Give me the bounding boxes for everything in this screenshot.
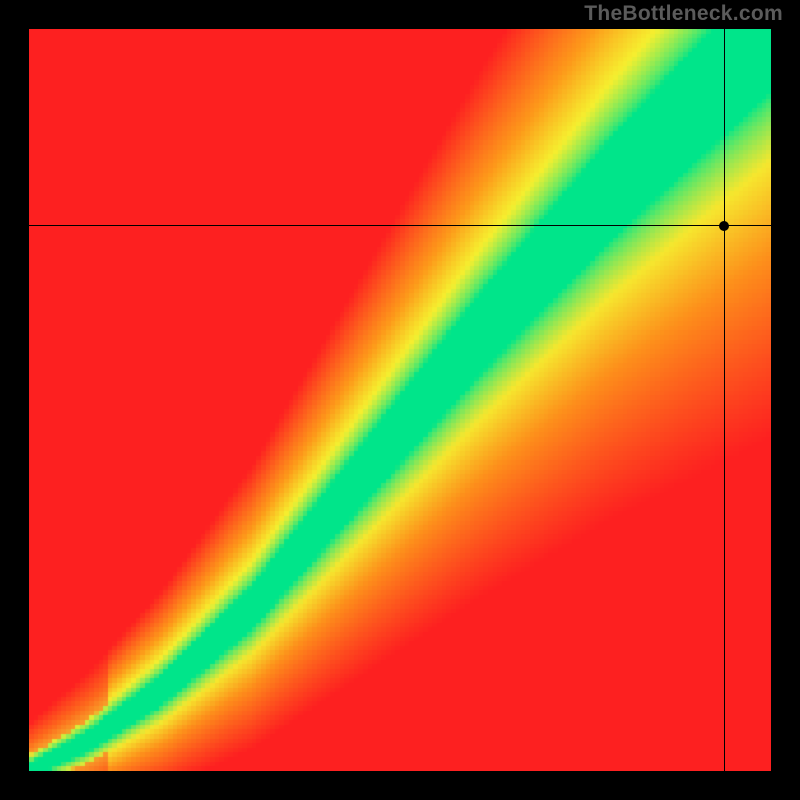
bottleneck-heatmap <box>29 29 771 771</box>
root-container: { "canvas": { "width": 800, "height": 80… <box>0 0 800 800</box>
crosshair-horizontal <box>29 225 771 226</box>
crosshair-vertical <box>724 29 725 771</box>
watermark-text: TheBottleneck.com <box>584 2 783 26</box>
crosshair-marker <box>719 221 729 231</box>
